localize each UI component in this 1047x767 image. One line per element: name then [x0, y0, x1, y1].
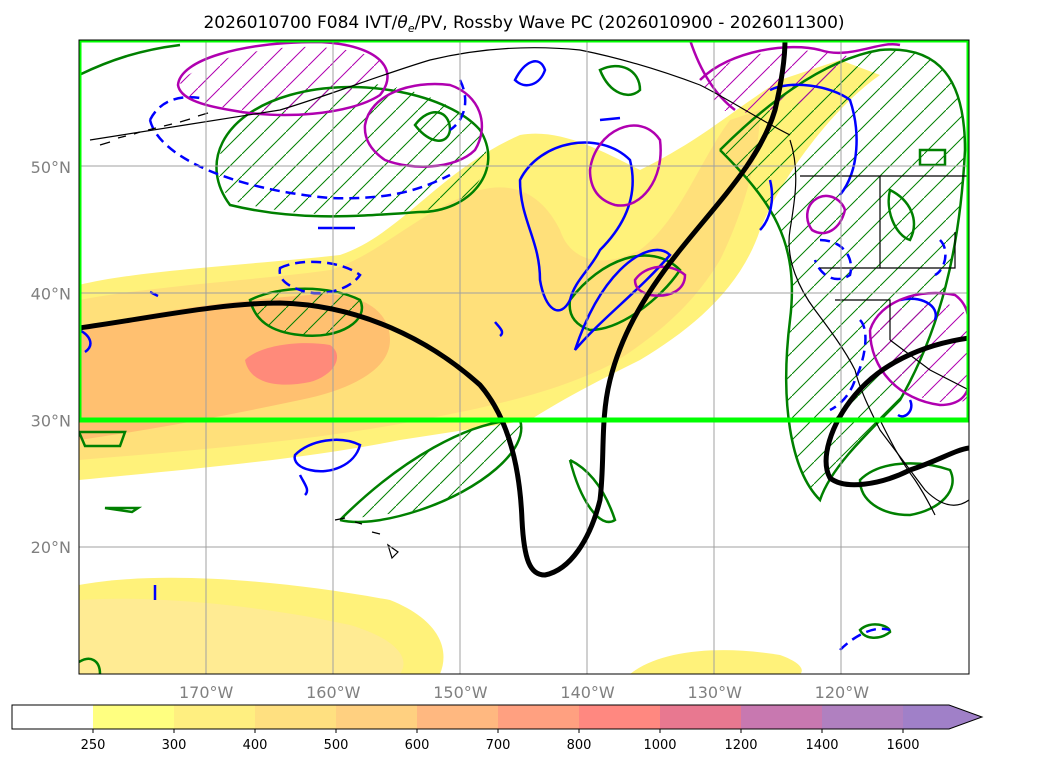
colorbar-segment — [336, 705, 418, 729]
highlight-box — [79, 40, 969, 423]
lon-tick-labels: 170°W 160°W 150°W 140°W 130°W 120°W — [179, 683, 869, 702]
colorbar-tick-label: 250 — [81, 738, 106, 753]
colorbar-extend-arrow — [903, 705, 982, 729]
state-line-5 — [889, 339, 969, 391]
colorbar-tick-label: 500 — [324, 738, 349, 753]
coastlines — [89, 47, 969, 560]
colorbar-tick-label: 400 — [243, 738, 268, 753]
west-coast — [788, 139, 969, 506]
colorbar-segment — [741, 705, 823, 729]
theta-contours — [79, 43, 967, 674]
figure-title: 2026010700 F084 IVT/θe/PV, Rossby Wave P… — [203, 13, 844, 35]
colorbar-segment — [822, 705, 904, 729]
ivt-se-patch — [630, 650, 802, 674]
ivt-southern-band-mid — [79, 598, 404, 674]
lon-tick-label: 160°W — [306, 683, 361, 702]
pv-high-contours — [176, 40, 969, 407]
lon-tick-label: 120°W — [815, 683, 870, 702]
lat-tick-label: 40°N — [31, 285, 71, 304]
colorbar-tick-label: 1600 — [886, 738, 919, 753]
colorbar-segment — [417, 705, 499, 729]
lon-tick-label: 140°W — [560, 683, 615, 702]
rossby-wave-contour — [79, 40, 969, 578]
colorbar-tick-label: 800 — [567, 738, 592, 753]
lon-tick-label: 170°W — [179, 683, 234, 702]
state-line-2 — [880, 232, 956, 269]
colorbar-tick-label: 1000 — [643, 738, 676, 753]
colorbar-tick-label: 1400 — [805, 738, 838, 753]
lat-tick-label: 20°N — [31, 538, 71, 557]
colorbar-segment — [12, 705, 94, 729]
ivt-core-red — [245, 343, 338, 385]
lat-tick-label: 30°N — [31, 411, 71, 430]
lon-tick-label: 150°W — [433, 683, 488, 702]
state-line-4 — [835, 299, 891, 340]
alaska-coast — [89, 47, 791, 141]
colorbar-segment — [93, 705, 175, 729]
colorbar-tick-label: 600 — [405, 738, 430, 753]
colorbar-tick-label: 700 — [486, 738, 511, 753]
colorbar-tick-label: 1200 — [724, 738, 757, 753]
ivt-shading — [79, 60, 880, 674]
map-border — [78, 39, 970, 675]
colorbar-segment — [255, 705, 337, 729]
aleutian-chain — [99, 112, 209, 146]
colorbar-tick-label: 300 — [162, 738, 187, 753]
baja — [879, 419, 936, 516]
colorbar-segment — [660, 705, 742, 729]
map-panel — [79, 40, 969, 674]
lat-tick-label: 50°N — [31, 158, 71, 177]
colorbar-segment — [498, 705, 580, 729]
colorbar-segment — [579, 705, 661, 729]
lon-tick-label: 130°W — [688, 683, 743, 702]
lat-tick-labels: 50°N 40°N 30°N 20°N — [31, 158, 71, 557]
colorbar-segment — [174, 705, 256, 729]
hawaii — [334, 517, 399, 560]
pv-contours — [79, 60, 947, 651]
colorbar-outline — [11, 704, 984, 730]
colorbar: 250 300 400 500 600 700 800 1000 1200 1400 1600 — [11, 704, 984, 753]
